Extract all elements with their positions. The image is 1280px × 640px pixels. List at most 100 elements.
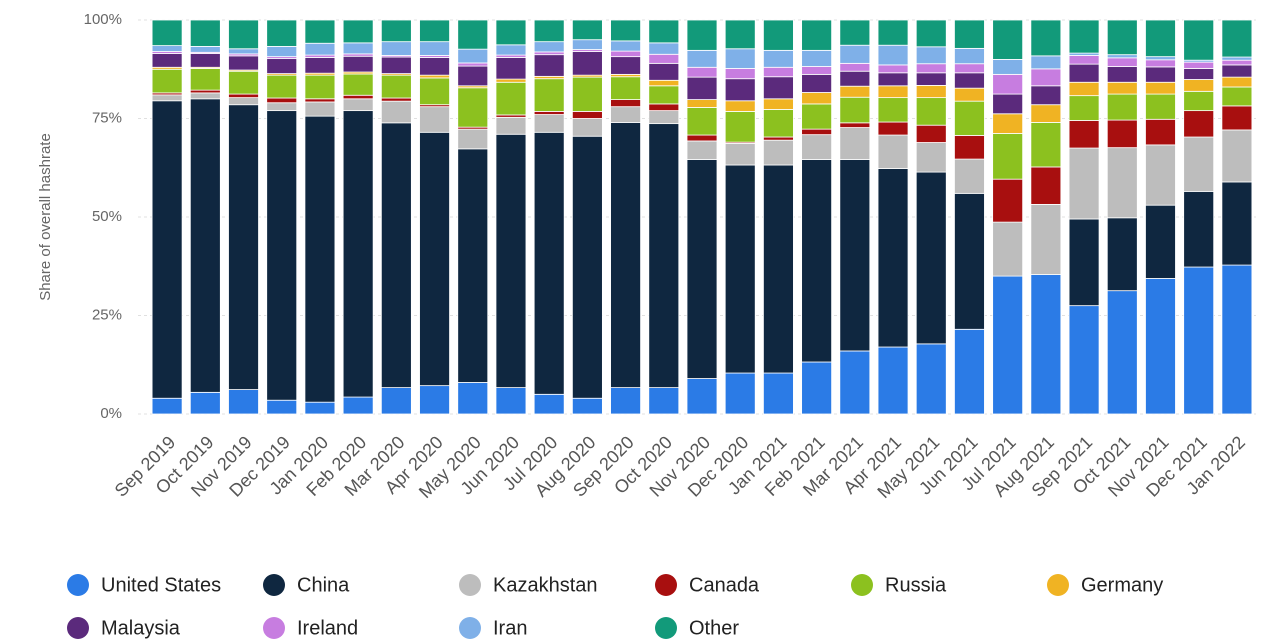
bar-segment <box>228 104 259 390</box>
bar-segment <box>419 106 450 133</box>
bar-segment <box>342 19 374 44</box>
bar-segment <box>686 76 718 100</box>
bar-segment <box>1068 120 1100 149</box>
bar-segment <box>380 122 412 389</box>
bar-segment <box>724 142 756 166</box>
bar-segment <box>151 68 183 94</box>
bar-segment <box>610 122 641 389</box>
bar-segment <box>724 100 756 112</box>
legend-label: Russia <box>885 574 947 596</box>
bar-segment <box>419 77 450 106</box>
bar-segment <box>228 97 259 106</box>
legend-marker <box>1047 574 1069 596</box>
bar-segment <box>877 44 909 66</box>
bar-segment <box>1106 147 1138 219</box>
bar-segment <box>648 123 680 389</box>
bar-segment <box>992 178 1024 223</box>
bar-segment <box>1183 90 1215 112</box>
bar-segment <box>1145 93 1176 120</box>
bar-segment <box>419 41 450 56</box>
bar-segment <box>1183 136 1215 192</box>
bar-segment <box>1221 19 1253 58</box>
bar-segment <box>610 40 641 52</box>
bar-segment <box>533 54 565 77</box>
bar-segment <box>1030 85 1062 106</box>
bar-segment <box>1145 66 1176 83</box>
bar-segment <box>457 87 489 128</box>
bar-segment <box>763 109 794 138</box>
bar-segment <box>610 387 641 415</box>
bar-segment <box>571 118 603 137</box>
bar-segment <box>1030 55 1062 70</box>
bar-segment <box>877 19 909 46</box>
bar-segment <box>342 94 374 100</box>
bar-segment <box>151 94 183 102</box>
bar-segment <box>1106 290 1138 415</box>
bar-segment <box>877 134 909 169</box>
bar-segment <box>304 74 336 100</box>
bar-segment <box>877 121 909 136</box>
bar-segment <box>228 19 259 50</box>
bar-segment <box>915 171 947 345</box>
bar-segment <box>266 110 298 401</box>
bar-segment <box>877 346 909 415</box>
bar-segment <box>915 85 947 99</box>
bar-segment <box>763 98 794 110</box>
legend-label: Kazakhstan <box>493 574 598 596</box>
bar-segment <box>457 128 489 150</box>
bar-segment <box>1183 19 1215 61</box>
bar-segment <box>686 378 718 415</box>
bar-segment <box>189 92 221 100</box>
bar-segment <box>954 47 985 65</box>
bar-segment <box>1068 63 1100 83</box>
bar-segment <box>380 100 412 124</box>
bar-segment <box>763 139 794 166</box>
bar-segment <box>648 103 680 112</box>
bar-segment <box>763 136 794 141</box>
bar-segment <box>1145 81 1176 95</box>
bar-segment <box>571 111 603 119</box>
bar-segment <box>877 85 909 99</box>
bar-segment <box>686 107 718 136</box>
bar-segment <box>1106 93 1138 121</box>
bar-segment <box>151 53 183 68</box>
bar-segment <box>954 135 985 160</box>
bar-segment <box>915 343 947 415</box>
bar-segment <box>1145 278 1176 415</box>
bar-segment <box>1106 81 1138 95</box>
bar-segment <box>1221 129 1253 183</box>
bar-segment <box>1183 61 1215 69</box>
bar-segment <box>1221 264 1253 415</box>
bar-segment <box>533 51 565 56</box>
bar-segment <box>954 158 985 194</box>
bar-segment <box>1183 68 1215 80</box>
bar-segment <box>342 73 374 96</box>
bar-segment <box>954 100 985 136</box>
bar-segment <box>839 85 871 98</box>
bar-segment <box>457 65 489 87</box>
bar-segment <box>724 48 756 69</box>
bar-segment <box>1068 81 1100 97</box>
bar-segment <box>533 393 565 415</box>
bar-segment <box>686 99 718 108</box>
bar-segment <box>915 46 947 65</box>
bar-segment <box>1030 203 1062 275</box>
bar-segment <box>648 110 680 125</box>
bar-segment <box>686 134 718 142</box>
bar-segment <box>571 135 603 399</box>
bar-segment <box>533 19 565 43</box>
bar-segment <box>648 62 680 81</box>
bar-segment <box>992 275 1024 415</box>
bar-segment <box>801 49 833 67</box>
bar-segment <box>189 98 221 393</box>
bar-segment <box>457 19 489 50</box>
bar-segment <box>1183 266 1215 415</box>
bar-segment <box>1221 86 1253 107</box>
bar-segment <box>1030 274 1062 415</box>
bar-segment <box>686 19 718 51</box>
bar-segment <box>724 68 756 80</box>
bar-segment <box>801 128 833 136</box>
bar-segment <box>839 159 871 352</box>
bar-segment <box>610 106 641 123</box>
